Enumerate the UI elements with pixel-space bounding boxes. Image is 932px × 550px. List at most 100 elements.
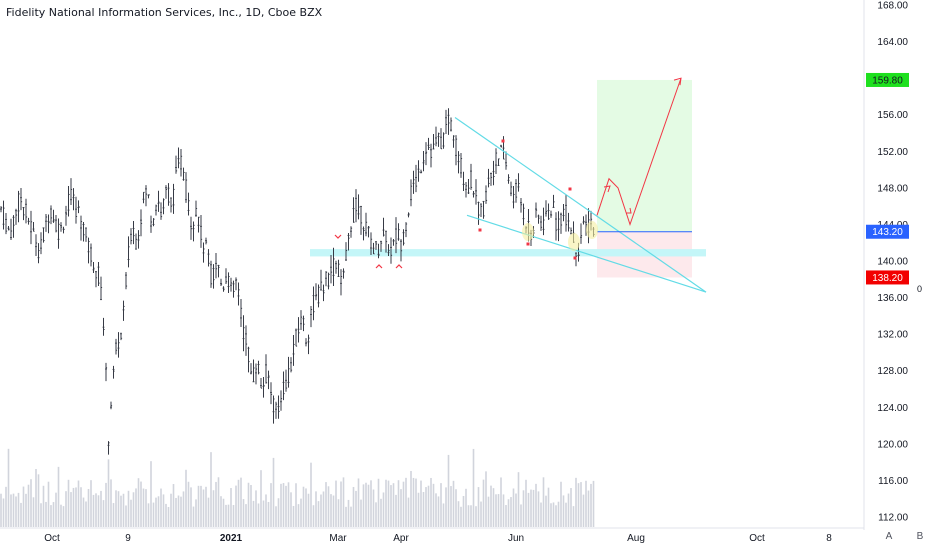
volume-bar bbox=[222, 498, 225, 527]
volume-bar bbox=[372, 489, 375, 527]
volume-bar bbox=[342, 477, 345, 527]
volume-bar bbox=[385, 479, 387, 527]
volume-bar bbox=[572, 506, 575, 527]
volume-bar bbox=[97, 495, 100, 527]
price-tick: 156.00 bbox=[877, 110, 908, 121]
time-tick: 2021 bbox=[220, 533, 243, 544]
volume-bar bbox=[5, 486, 7, 527]
volume-bar bbox=[332, 495, 335, 527]
price-tick: 112.00 bbox=[878, 513, 908, 524]
volume-bar bbox=[220, 496, 222, 527]
volume-bar bbox=[367, 484, 370, 527]
volume-bar bbox=[127, 490, 130, 527]
drawing-zones bbox=[310, 79, 706, 278]
chart-title: Fidelity National Information Services, … bbox=[6, 6, 323, 19]
volume-bar bbox=[547, 487, 550, 527]
volume-bar bbox=[557, 501, 560, 527]
volume-bar bbox=[480, 501, 482, 527]
axis-zero-label: 0 bbox=[917, 284, 923, 294]
volume-bar bbox=[72, 487, 75, 527]
volume-bar bbox=[587, 490, 590, 527]
target-zone bbox=[597, 79, 692, 232]
time-tick: Oct bbox=[749, 533, 765, 544]
volume-bar bbox=[540, 502, 542, 527]
volume-bar bbox=[142, 488, 145, 527]
volume-bar bbox=[487, 496, 490, 527]
volume-bar bbox=[135, 488, 137, 527]
volume-bar bbox=[535, 483, 537, 527]
volume-bar bbox=[110, 479, 112, 527]
volume-bar bbox=[52, 502, 55, 527]
volume-bar bbox=[60, 504, 62, 527]
swing-arrowhead bbox=[626, 207, 632, 214]
price-tick: 120.00 bbox=[877, 439, 908, 450]
volume-bar bbox=[87, 489, 90, 527]
volume-bar bbox=[280, 483, 282, 527]
auto-scale-button[interactable]: A bbox=[885, 531, 893, 542]
volume-bar bbox=[162, 494, 165, 527]
volume-bar bbox=[95, 493, 97, 527]
price-tick: 140.00 bbox=[877, 257, 908, 268]
volume-bar bbox=[455, 489, 457, 527]
volume-bar bbox=[242, 499, 245, 527]
volume-bar bbox=[517, 472, 520, 527]
volume-bar bbox=[167, 506, 170, 527]
volume-bar bbox=[172, 484, 175, 527]
volume-bar bbox=[457, 501, 460, 527]
volume-bar bbox=[475, 506, 477, 527]
time-tick: Oct bbox=[44, 533, 60, 544]
support-zone bbox=[310, 249, 706, 257]
volume-bar bbox=[20, 502, 22, 527]
volume-bar bbox=[407, 497, 410, 527]
price-badges: 159.80 143.20 138.20 bbox=[866, 72, 909, 285]
volume-bar bbox=[382, 492, 385, 527]
volume-bar bbox=[277, 498, 280, 527]
volume-bar bbox=[327, 486, 330, 527]
price-tick: 168.00 bbox=[877, 1, 908, 12]
volume-bar bbox=[212, 490, 215, 527]
volume-bar bbox=[370, 480, 372, 527]
volume-bar bbox=[412, 477, 415, 527]
caret-marker bbox=[334, 234, 342, 239]
volume-bar bbox=[22, 486, 25, 527]
volume-bar bbox=[75, 487, 77, 527]
volume-bar bbox=[205, 486, 207, 527]
volume-bar bbox=[300, 498, 302, 527]
volume-bar bbox=[390, 485, 392, 527]
volume-bar bbox=[345, 506, 347, 527]
target-badge-label: 159.80 bbox=[872, 75, 903, 86]
volume-bar bbox=[140, 481, 142, 527]
price-tick: 132.00 bbox=[877, 330, 908, 341]
volume-bar bbox=[577, 483, 580, 527]
volume-bar bbox=[365, 482, 367, 527]
volume-bar bbox=[137, 478, 140, 527]
volume-bar bbox=[335, 480, 337, 527]
projected-arrowhead bbox=[673, 77, 682, 86]
volume-bar bbox=[387, 480, 390, 527]
volume-bar bbox=[207, 497, 210, 527]
pivot-marker bbox=[501, 139, 505, 143]
volume-bar bbox=[592, 480, 595, 527]
volume-bar bbox=[122, 493, 125, 527]
volume-bar bbox=[265, 494, 267, 527]
scale-mode-button[interactable]: B bbox=[916, 531, 924, 542]
volume-bar bbox=[552, 502, 555, 527]
volume-bar bbox=[337, 499, 340, 527]
volume-bar bbox=[17, 492, 20, 527]
price-tick: 148.00 bbox=[877, 183, 908, 194]
volume-bar bbox=[415, 478, 417, 527]
price-tick: 124.00 bbox=[877, 403, 908, 414]
pivot-marker bbox=[573, 256, 577, 260]
volume-bar bbox=[507, 499, 510, 527]
volume-bar bbox=[25, 493, 27, 527]
volume-bar bbox=[295, 483, 297, 527]
volume-bar bbox=[405, 477, 407, 527]
volume-bar bbox=[395, 494, 397, 527]
volume-bar bbox=[320, 494, 322, 527]
caret-marker bbox=[395, 264, 403, 269]
volume-bar bbox=[100, 490, 102, 527]
volume-bar bbox=[317, 501, 320, 527]
volume-bar bbox=[175, 497, 177, 527]
volume-bar bbox=[302, 486, 305, 527]
